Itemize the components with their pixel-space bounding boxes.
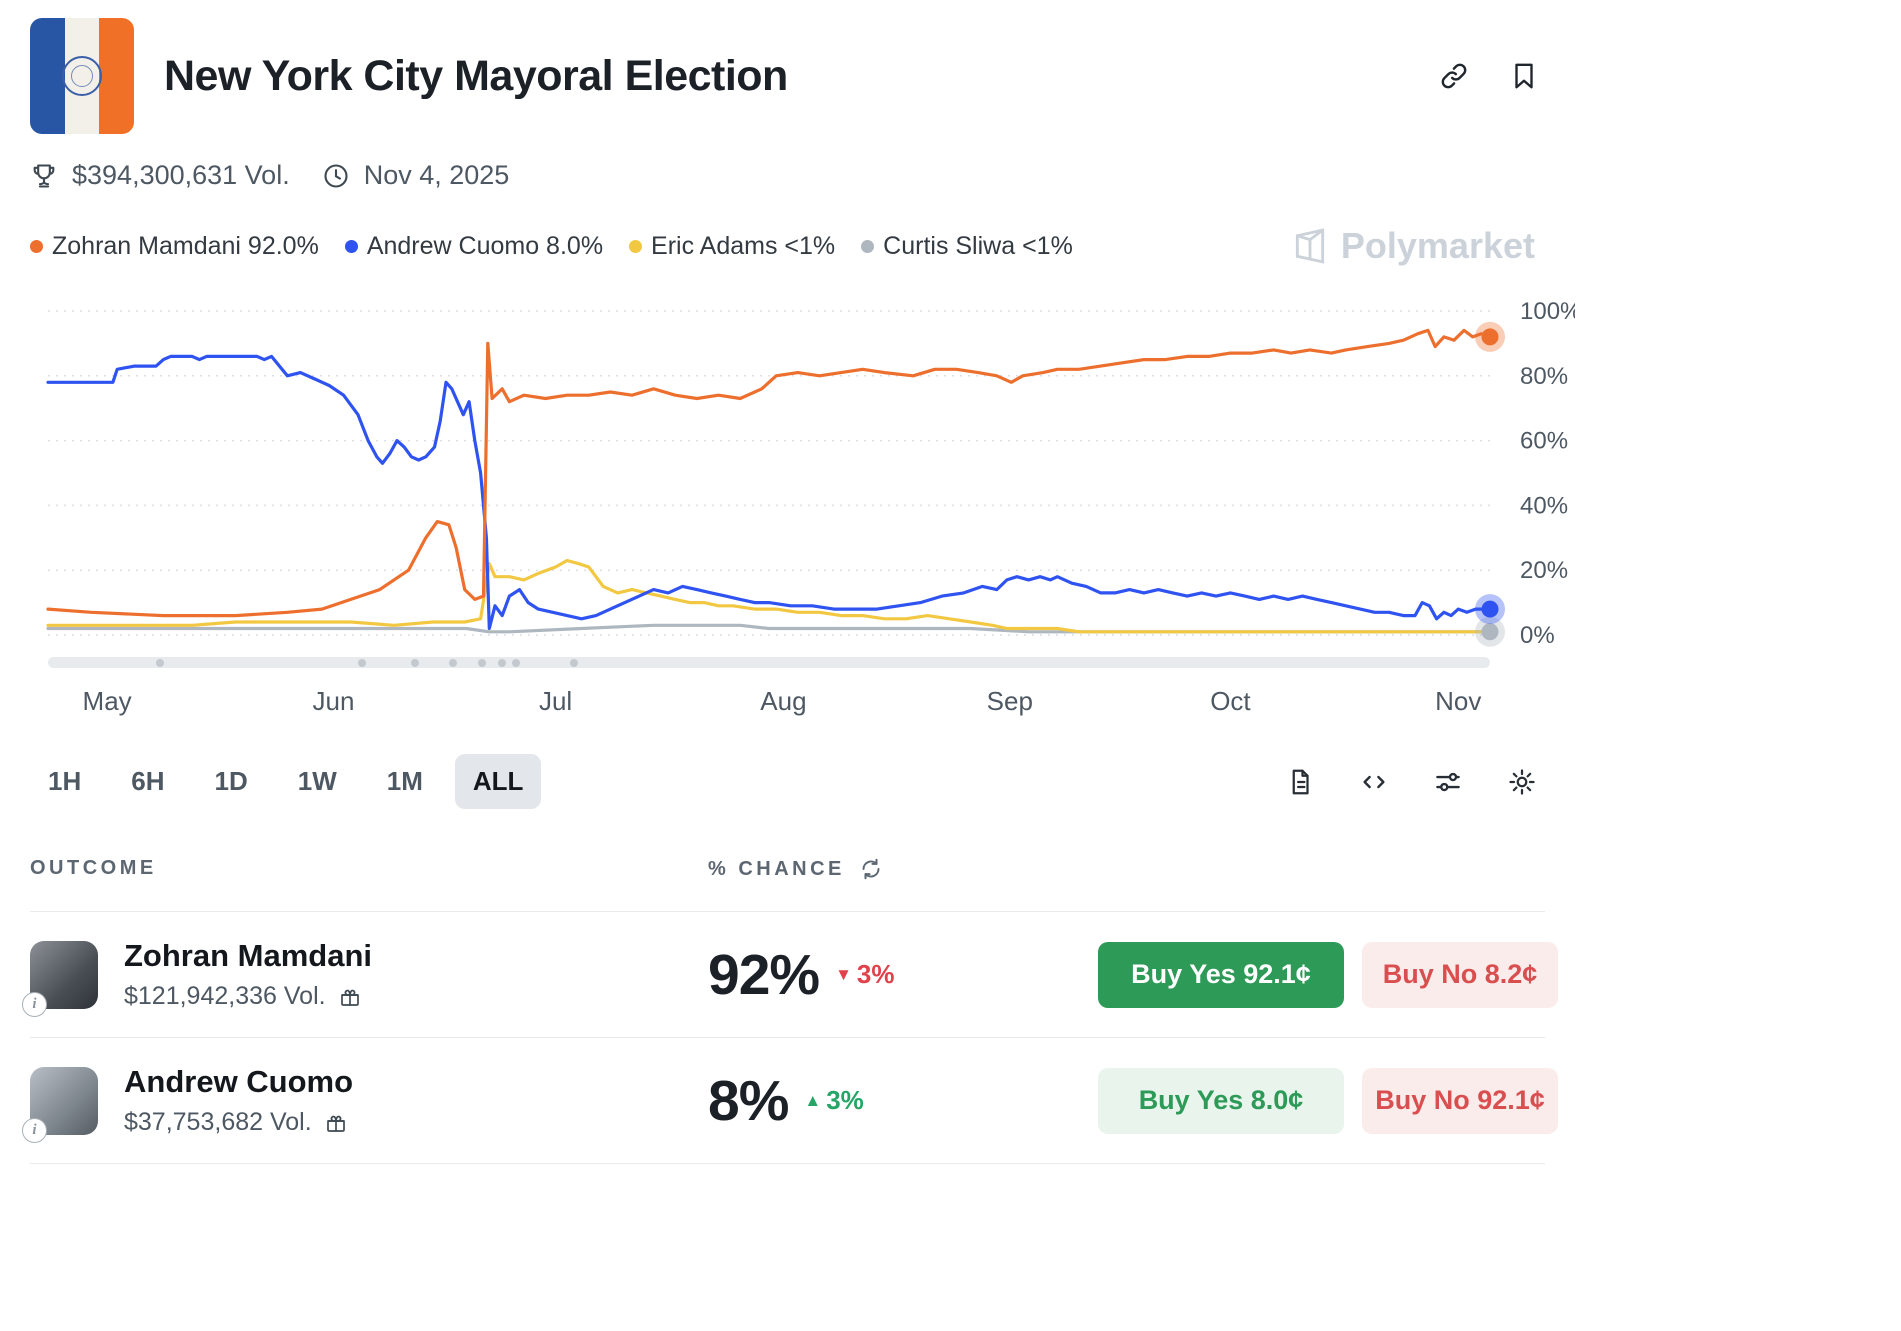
outcome-column-header: OUTCOME bbox=[30, 857, 157, 879]
chance-delta: ▲ 3% bbox=[804, 1085, 863, 1116]
x-axis-month-labels: May Jun Jul Aug Sep Oct Nov bbox=[30, 686, 1545, 732]
divider bbox=[30, 911, 1545, 912]
nyc-flag-icon bbox=[30, 18, 134, 134]
info-icon[interactable]: i bbox=[22, 991, 47, 1017]
trophy-icon bbox=[30, 162, 58, 190]
scrubber-event-dot[interactable] bbox=[358, 658, 367, 667]
legend-dot bbox=[30, 239, 43, 253]
legend-label: Andrew Cuomo 8.0% bbox=[366, 231, 604, 260]
clock-icon bbox=[322, 162, 350, 190]
svg-text:100%: 100% bbox=[1520, 298, 1575, 325]
range-button-1w[interactable]: 1W bbox=[280, 754, 355, 809]
copy-link-icon[interactable] bbox=[1439, 61, 1469, 91]
scrubber-event-dot[interactable] bbox=[411, 658, 420, 667]
outcome-row-cuomo: i Andrew Cuomo $37,753,682 Vol. 8% bbox=[22, 1038, 1558, 1164]
chance-value: 92% bbox=[708, 942, 820, 1007]
legend-dot bbox=[861, 239, 875, 253]
legend-item-mamdani[interactable]: Zohran Mamdani 92.0% bbox=[30, 232, 319, 261]
outcome-name[interactable]: Zohran Mamdani bbox=[124, 938, 373, 973]
polymarket-watermark: Polymarket bbox=[1291, 225, 1545, 267]
timeline-scrubber[interactable] bbox=[48, 657, 1490, 668]
scrubber-event-dot[interactable] bbox=[512, 658, 521, 667]
legend-row: Zohran Mamdani 92.0% Andrew Cuomo 8.0% E… bbox=[30, 225, 1545, 267]
legend-label: Eric Adams <1% bbox=[651, 231, 836, 260]
delta-up-icon: ▲ bbox=[804, 1090, 822, 1110]
range-button-6h[interactable]: 6H bbox=[113, 754, 182, 809]
info-icon[interactable]: i bbox=[22, 1117, 47, 1143]
month-label: Nov bbox=[1435, 686, 1482, 716]
legend-label: Zohran Mamdani 92.0% bbox=[52, 231, 319, 260]
month-label: May bbox=[82, 686, 132, 716]
legend-dot bbox=[629, 239, 643, 253]
month-label: Sep bbox=[986, 686, 1033, 716]
month-label: Jul bbox=[538, 686, 573, 716]
scrubber-event-dot[interactable] bbox=[570, 658, 578, 667]
outcome-volume: $121,942,336 Vol. bbox=[124, 982, 326, 1010]
range-button-all[interactable]: ALL bbox=[454, 754, 542, 809]
chance-column-header: % CHANCE bbox=[708, 857, 845, 880]
settings-gear-icon[interactable] bbox=[1507, 767, 1537, 797]
delta-down-icon: ▼ bbox=[835, 964, 852, 984]
bookmark-icon[interactable] bbox=[1509, 61, 1539, 91]
legend-item-cuomo[interactable]: Andrew Cuomo 8.0% bbox=[344, 231, 604, 261]
polymarket-logo-icon bbox=[1295, 228, 1324, 264]
market-header: New York City Mayoral Election bbox=[30, 18, 1545, 134]
market-page: New York City Mayoral Election $394,3 bbox=[22, 18, 1575, 1164]
month-label: Jun bbox=[312, 686, 355, 716]
scrubber-event-dot[interactable] bbox=[477, 658, 486, 667]
legend-dot bbox=[344, 239, 358, 253]
volume-text: $394,300,631 Vol. bbox=[72, 160, 290, 190]
buy-no-button-cuomo[interactable]: Buy No 92.1¢ bbox=[1362, 1067, 1558, 1134]
polymarket-wordmark: Polymarket bbox=[1340, 225, 1535, 266]
page-title: New York City Mayoral Election bbox=[164, 51, 788, 100]
legend-label: Curtis Sliwa <1% bbox=[883, 231, 1073, 260]
market-stats: $394,300,631 Vol. Nov 4, 2025 bbox=[30, 160, 1545, 191]
time-range-buttons: 1H 6H 1D 1W 1M ALL bbox=[30, 754, 542, 809]
scrubber-event-dot[interactable] bbox=[497, 658, 506, 667]
order-book-icon[interactable] bbox=[1285, 767, 1315, 797]
embed-code-icon[interactable] bbox=[1359, 767, 1389, 797]
refresh-icon[interactable] bbox=[859, 857, 883, 881]
range-button-1h[interactable]: 1H bbox=[30, 754, 99, 809]
nyc-seal bbox=[61, 56, 102, 96]
chart-settings-sliders-icon[interactable] bbox=[1433, 767, 1463, 797]
outcome-row-mamdani: i Zohran Mamdani $121,942,336 Vol. 92% bbox=[22, 912, 1558, 1038]
outcome-volume: $37,753,682 Vol. bbox=[124, 1108, 312, 1136]
svg-text:80%: 80% bbox=[1520, 363, 1568, 390]
range-button-1m[interactable]: 1M bbox=[369, 754, 441, 809]
scrubber-event-dot[interactable] bbox=[156, 658, 165, 667]
month-label: Oct bbox=[1210, 686, 1251, 716]
svg-text:40%: 40% bbox=[1520, 492, 1568, 519]
outcomes-table-header: OUTCOME % CHANCE bbox=[30, 857, 1545, 897]
buy-no-button-mamdani[interactable]: Buy No 8.2¢ bbox=[1362, 941, 1558, 1008]
price-chart[interactable]: 0% 20% 40% 60% 80% 100% May Jun Jul Aug Sep Oct Nov bbox=[30, 285, 1575, 732]
scrubber-event-dot[interactable] bbox=[448, 658, 457, 667]
gift-rewards-icon[interactable] bbox=[324, 1111, 348, 1135]
legend-item-adams[interactable]: Eric Adams <1% bbox=[629, 232, 835, 261]
end-date-text: Nov 4, 2025 bbox=[363, 160, 510, 190]
chart-legend: Zohran Mamdani 92.0% Andrew Cuomo 8.0% E… bbox=[30, 232, 1073, 261]
buy-yes-button-mamdani[interactable]: Buy Yes 92.1¢ bbox=[1098, 941, 1344, 1008]
svg-text:20%: 20% bbox=[1520, 557, 1568, 584]
svg-text:60%: 60% bbox=[1520, 428, 1568, 455]
avatar-cuomo: i bbox=[22, 1066, 98, 1143]
chance-delta: ▼ 3% bbox=[835, 959, 894, 990]
avatar-mamdani: i bbox=[22, 940, 98, 1017]
svg-text:0%: 0% bbox=[1520, 622, 1555, 649]
gift-rewards-icon[interactable] bbox=[338, 985, 362, 1009]
range-button-1d[interactable]: 1D bbox=[197, 754, 266, 809]
delta-value: 3% bbox=[856, 959, 895, 989]
outcome-name[interactable]: Andrew Cuomo bbox=[124, 1064, 354, 1099]
chart-canvas[interactable]: 0% 20% 40% 60% 80% 100% bbox=[30, 285, 1575, 657]
month-label: Aug bbox=[760, 686, 807, 716]
legend-item-sliwa[interactable]: Curtis Sliwa <1% bbox=[861, 232, 1073, 261]
buy-yes-button-cuomo[interactable]: Buy Yes 8.0¢ bbox=[1098, 1067, 1344, 1134]
delta-value: 3% bbox=[826, 1085, 864, 1115]
chart-controls: 1H 6H 1D 1W 1M ALL bbox=[30, 754, 1545, 809]
chance-value: 8% bbox=[708, 1068, 789, 1133]
